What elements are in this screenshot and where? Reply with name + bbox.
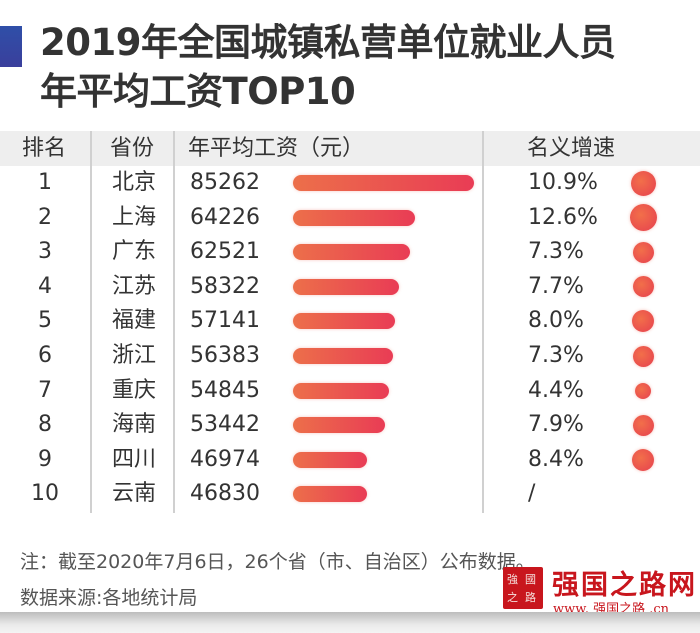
wage-cell: 46830 [190, 481, 260, 507]
growth-cell: 7.3% [528, 343, 584, 368]
growth-bubble [632, 276, 654, 298]
table-row: 5 福建 57141 8.0% [0, 304, 700, 338]
growth-cell: 12.6% [528, 204, 598, 230]
column-divider [482, 131, 484, 513]
province-cell: 重庆 [111, 377, 156, 403]
wage-cell: 62521 [190, 239, 260, 265]
table-row: 6 浙江 56383 7.3% [0, 339, 700, 373]
growth-bubble [635, 382, 651, 399]
rank-cell: 1 [38, 170, 52, 195]
wage-bar [293, 244, 410, 261]
rank-cell: 7 [38, 377, 52, 403]
title-accent-bar [0, 26, 22, 67]
rank-cell: 10 [31, 481, 59, 507]
province-cell: 浙江 [111, 343, 156, 368]
growth-cell: 7.3% [528, 239, 584, 265]
wage-bar [293, 313, 395, 330]
table-row: 8 海南 53442 7.9% [0, 408, 700, 442]
header-wage: 年平均工资（元） [188, 136, 365, 161]
title-line-2: 年平均工资TOP10 [40, 70, 356, 113]
rank-cell: 2 [38, 204, 52, 230]
table-row: 2 上海 64226 12.6% [0, 201, 700, 235]
rank-cell: 6 [38, 343, 52, 368]
wage-bar [293, 348, 393, 364]
header-province: 省份 [110, 136, 155, 161]
wage-cell: 64226 [190, 204, 260, 230]
table-row: 7 重庆 54845 4.4% [0, 374, 700, 408]
wage-cell: 46974 [190, 446, 260, 472]
wage-bar [293, 486, 367, 503]
rank-cell: 8 [38, 412, 52, 438]
province-cell: 江苏 [111, 273, 156, 299]
growth-cell: 10.9% [528, 170, 598, 195]
wage-bar [293, 209, 415, 226]
watermark-title: 强国之路网 [552, 570, 697, 601]
growth-bubble [632, 448, 654, 471]
growth-bubble [632, 345, 654, 367]
table-row: 3 广东 62521 7.3% [0, 235, 700, 269]
footnote: 注：截至2020年7月6日，26个省（市、自治区）公布数据。 [20, 551, 535, 573]
growth-cell: / [528, 481, 536, 507]
table-row: 10 云南 46830 / [0, 477, 700, 511]
growth-bubble [630, 170, 656, 196]
growth-bubble [629, 204, 657, 232]
wage-bar [293, 451, 367, 468]
footer-shadow [0, 612, 700, 633]
growth-bubble [632, 310, 654, 333]
wage-bar [293, 417, 385, 434]
rank-cell: 3 [38, 239, 52, 265]
wage-cell: 56383 [190, 343, 260, 368]
table-header [0, 131, 700, 166]
province-cell: 福建 [111, 308, 156, 334]
wage-cell: 85262 [190, 170, 260, 195]
wage-cell: 54845 [190, 377, 260, 403]
chart-title: 2019年全国城镇私营单位就业人员 年平均工资TOP10 [40, 18, 616, 116]
growth-cell: 4.4% [528, 377, 584, 403]
province-cell: 上海 [111, 204, 156, 230]
header-rank: 排名 [22, 136, 67, 161]
header-growth: 名义增速 [527, 136, 616, 161]
wage-cell: 57141 [190, 308, 260, 334]
column-divider [90, 131, 92, 513]
wage-cell: 58322 [190, 273, 260, 299]
growth-cell: 7.9% [528, 412, 584, 438]
wage-bar [293, 382, 389, 399]
rank-cell: 9 [38, 446, 52, 472]
table-row: 4 江苏 58322 7.7% [0, 270, 700, 304]
growth-bubble [632, 414, 654, 436]
growth-cell: 8.4% [528, 446, 584, 472]
growth-bubble [632, 241, 654, 263]
wage-cell: 53442 [190, 412, 260, 438]
province-cell: 海南 [111, 412, 156, 438]
table-row: 1 北京 85262 10.9% [0, 166, 700, 200]
growth-cell: 7.7% [528, 273, 584, 299]
province-cell: 云南 [111, 481, 156, 507]
column-divider [173, 131, 175, 513]
wage-bar [293, 175, 474, 191]
province-cell: 北京 [111, 170, 156, 195]
province-cell: 四川 [111, 446, 156, 472]
rank-cell: 4 [38, 273, 52, 299]
data-source: 数据来源:各地统计局 [20, 587, 198, 609]
table-row: 9 四川 46974 8.4% [0, 443, 700, 477]
growth-cell: 8.0% [528, 308, 584, 334]
rank-cell: 5 [38, 308, 52, 334]
watermark-seal-icon: 強國 之路 [503, 567, 543, 609]
title-line-1: 2019年全国城镇私营单位就业人员 [40, 21, 616, 64]
province-cell: 广东 [111, 239, 156, 265]
wage-bar [293, 278, 399, 295]
